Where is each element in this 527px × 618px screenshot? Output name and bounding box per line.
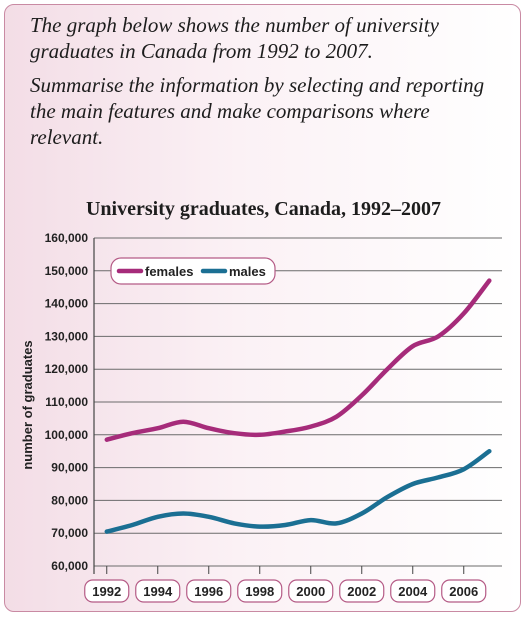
y-tick-label: 140,000 (45, 297, 89, 311)
x-tick-box (135, 579, 181, 603)
legend: females males (110, 257, 276, 285)
x-tick-box (186, 579, 232, 603)
x-tick-box (288, 579, 334, 603)
y-tick-label: 120,000 (45, 362, 89, 376)
y-tick-label: 90,000 (51, 461, 88, 475)
y-tick-label: 100,000 (45, 428, 89, 442)
y-axis-label: number of graduates (20, 340, 35, 469)
series-lines (104, 278, 492, 534)
series-line-males (104, 448, 492, 534)
y-tick-label: 160,000 (45, 231, 89, 245)
y-tick-label: 110,000 (45, 395, 88, 409)
x-tick-labels: 1992 1994 1996 1998 2000 2002 2004 2006 (84, 579, 487, 603)
x-tick-box (441, 579, 487, 603)
series-line-females (104, 278, 492, 442)
legend-box (110, 257, 276, 285)
x-tick-box (84, 579, 130, 603)
y-tick-label: 80,000 (51, 493, 88, 507)
chart-title: University graduates, Canada, 1992–2007 (85, 198, 441, 220)
legend-label-males: males (229, 264, 266, 279)
x-tick-label: 2002 (347, 584, 376, 599)
x-tick-box (390, 579, 436, 603)
y-tick-labels: 60,000 70,000 80,000 90,000 100,000 110,000 12… (45, 231, 89, 573)
y-tick-label: 130,000 (45, 329, 89, 343)
y-tick-label: 70,000 (51, 526, 88, 540)
x-tick-label: 2000 (296, 584, 325, 599)
x-tick-label: 1994 (143, 584, 173, 599)
x-tick-label: 1996 (194, 584, 223, 599)
y-tick-label: 150,000 (45, 264, 89, 278)
task-card (4, 4, 521, 612)
x-tick-label: 2006 (449, 584, 478, 599)
y-tick-label: 60,000 (51, 559, 88, 573)
legend-label-females: females (145, 264, 193, 279)
task-description: The graph below shows the number of univ… (30, 13, 439, 63)
task-instruction: Summarise the information by selecting a… (30, 73, 485, 149)
x-tick-box (237, 579, 283, 603)
axes (93, 238, 465, 574)
x-tick-box (339, 579, 385, 603)
x-tick-label: 1992 (92, 584, 121, 599)
task-prompt: The graph below shows the number of univ… (30, 12, 500, 150)
x-tick-label: 1998 (245, 584, 274, 599)
x-tick-label: 2004 (398, 584, 428, 599)
